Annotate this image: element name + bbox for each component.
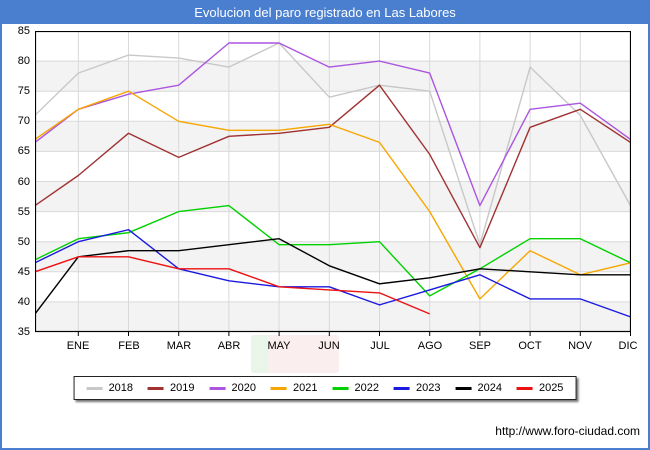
x-axis-label-ene: ENE	[66, 340, 90, 352]
y-axis-label: 75	[17, 85, 30, 97]
legend-swatch-2019	[148, 386, 165, 390]
legend-item-2023: 2023	[393, 382, 441, 394]
legend-item-2024: 2024	[455, 382, 502, 394]
chart-title: Evolucion del paro registrado en Las Lab…	[194, 5, 456, 20]
x-axis-label-jun: JUN	[318, 340, 340, 352]
series-line-2021	[35, 90, 631, 300]
y-axis-label: 50	[17, 236, 30, 248]
y-axis-label: 35	[17, 326, 30, 338]
legend-item-2025: 2025	[516, 382, 564, 394]
x-axis-label-may: MAY	[267, 340, 291, 352]
x-axis-label-oct: OCT	[518, 340, 542, 352]
legend-swatch-2022	[332, 386, 349, 390]
legend-label: 2023	[415, 382, 441, 394]
legend-label: 2022	[354, 382, 379, 394]
legend-swatch-2024	[455, 386, 472, 390]
y-axis-label: 85	[17, 25, 30, 37]
chart-legend: 2018 2019 2020 2021 2022 2023 2024 2025	[73, 376, 577, 400]
y-axis-label: 45	[17, 266, 30, 278]
x-axis-label-mar: MAR	[166, 340, 192, 352]
x-axis-label-nov: NOV	[568, 340, 592, 352]
legend-item-2019: 2019	[148, 382, 195, 394]
x-axis-label-dic: DIC	[618, 340, 638, 352]
plot-band	[35, 301, 631, 332]
series-line-2025	[35, 256, 430, 315]
y-axis-label: 55	[17, 206, 30, 218]
legend-label: 2024	[477, 382, 502, 394]
x-axis-label-abr: ABR	[217, 340, 241, 352]
x-axis-label-sep: SEP	[468, 340, 491, 352]
y-axis-label: 65	[17, 145, 30, 157]
legend-label: 2020	[231, 382, 257, 394]
series-line-2019	[35, 84, 631, 249]
line-chart-canvas	[35, 31, 631, 336]
y-axis-label: 70	[17, 115, 30, 127]
y-axis-label: 80	[17, 55, 30, 67]
legend-swatch-2023	[393, 386, 410, 390]
plot-band	[35, 61, 631, 92]
legend-label: 2019	[170, 382, 195, 394]
watermark	[251, 335, 339, 373]
x-axis-label-feb: FEB	[118, 340, 140, 352]
series-line-2023	[35, 228, 631, 318]
legend-label: 2018	[108, 382, 134, 394]
plot-band	[35, 151, 631, 182]
footer-url[interactable]: http://www.foro-ciudad.com	[495, 424, 640, 438]
legend-item-2020: 2020	[209, 382, 257, 394]
title-bar: Evolucion del paro registrado en Las Lab…	[2, 2, 648, 24]
plot-frame	[35, 31, 631, 333]
y-axis-label: 60	[17, 176, 30, 188]
plot-band	[35, 181, 631, 212]
series-line-2020	[35, 42, 631, 207]
legend-item-2022: 2022	[332, 382, 379, 394]
legend-label: 2021	[293, 382, 318, 394]
series-line-2018	[35, 42, 631, 246]
legend-label: 2025	[538, 382, 564, 394]
legend-swatch-2020	[209, 386, 226, 390]
legend-swatch-2018	[86, 386, 103, 390]
legend-item-2018: 2018	[86, 382, 134, 394]
plot-band	[35, 271, 631, 302]
y-axis-label: 40	[17, 296, 30, 308]
plot-band	[35, 211, 631, 242]
legend-item-2021: 2021	[271, 382, 318, 394]
series-line-2024	[35, 237, 631, 315]
x-axis-label-ago: AGO	[417, 340, 443, 352]
series-line-2022	[35, 204, 631, 297]
legend-swatch-2025	[516, 386, 533, 390]
legend-swatch-2021	[271, 386, 288, 390]
x-axis-label-jul: JUL	[370, 340, 390, 352]
